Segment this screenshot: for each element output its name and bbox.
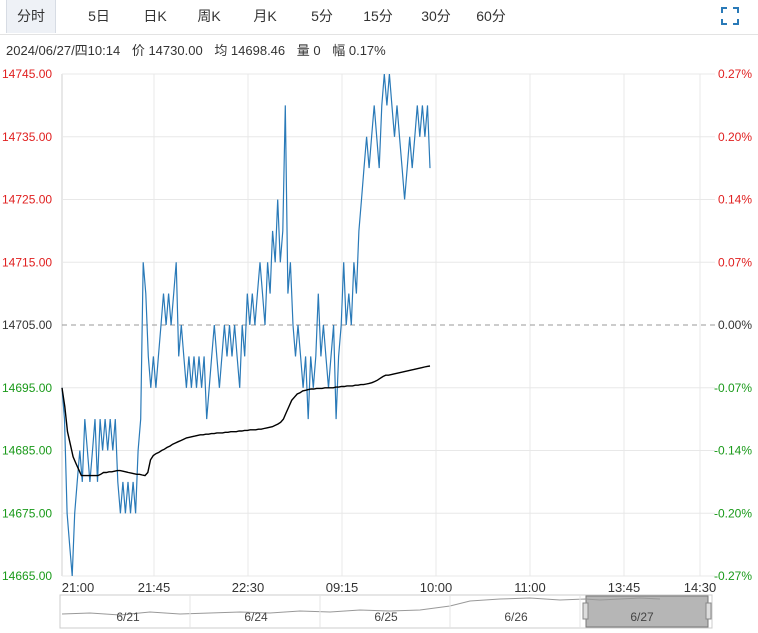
y-tick-left-2: 14725.00 (2, 193, 52, 207)
tab-0[interactable]: 分时 (6, 0, 56, 33)
y-tick-left-4: 14705.00 (2, 318, 52, 332)
y-tick-left-0: 14745.00 (2, 67, 52, 81)
fullscreen-icon[interactable] (720, 6, 740, 26)
y-tick-right-2: 0.14% (718, 193, 752, 207)
info-change: 幅 0.17% (332, 43, 386, 58)
y-tick-left-7: 14675.00 (2, 506, 52, 520)
navigator-label-1: 6/24 (244, 610, 268, 624)
info-volume: 量 0 (296, 43, 321, 58)
navigator-label-2: 6/25 (374, 610, 398, 624)
y-tick-left-5: 14695.00 (2, 381, 52, 395)
price-line (61, 73, 431, 577)
x-tick-4: 10:00 (420, 580, 453, 595)
y-tick-right-6: -0.14% (714, 444, 752, 458)
tab-8[interactable]: 60分 (476, 8, 506, 24)
period-tabs: 分时 5日 日K 周K 月K 5分 15分 30分 60分 (0, 0, 758, 35)
tab-1[interactable]: 5日 (88, 8, 110, 24)
navigator-label-3: 6/26 (504, 610, 528, 624)
tab-7[interactable]: 30分 (421, 8, 451, 24)
navigator-trend (61, 597, 661, 616)
x-tick-2: 22:30 (232, 580, 265, 595)
x-tick-7: 14:30 (684, 580, 717, 595)
info-datetime: 2024/06/27/四10:14 (6, 43, 121, 58)
info-price: 价 14730.00 (131, 43, 203, 58)
x-tick-5: 11:00 (514, 580, 546, 595)
y-tick-right-5: -0.07% (714, 381, 752, 395)
y-tick-right-8: -0.27% (714, 569, 752, 583)
tab-4[interactable]: 月K (253, 8, 277, 24)
y-tick-left-8: 14665.00 (2, 569, 52, 583)
y-tick-right-7: -0.20% (714, 506, 752, 520)
navigator-label-0: 6/21 (116, 610, 140, 624)
tab-5[interactable]: 5分 (311, 8, 333, 24)
info-avg: 均 14698.46 (214, 43, 286, 58)
x-tick-1: 21:45 (138, 580, 171, 595)
y-tick-left-1: 14735.00 (2, 130, 52, 144)
y-tick-right-4: 0.00% (718, 318, 752, 332)
y-tick-right-1: 0.20% (718, 130, 752, 144)
navigator-handle-right (705, 602, 712, 620)
y-tick-left-3: 14715.00 (2, 255, 52, 269)
tab-2[interactable]: 日K (143, 8, 167, 24)
navigator-selection (585, 595, 709, 628)
avg-price-line (61, 365, 431, 477)
y-tick-right-3: 0.07% (718, 255, 752, 269)
y-tick-right-0: 0.27% (718, 67, 752, 81)
y-tick-left-6: 14685.00 (2, 444, 52, 458)
x-tick-6: 13:45 (608, 580, 641, 595)
x-tick-3: 09:15 (326, 580, 359, 595)
tab-6[interactable]: 15分 (363, 8, 393, 24)
tab-3[interactable]: 周K (197, 8, 221, 24)
x-tick-0: 21:00 (62, 580, 95, 595)
navigator-handle-left (582, 602, 589, 620)
quote-info-bar: 2024/06/27/四10:14 价 14730.00 均 14698.46 … (6, 40, 394, 58)
navigator-label-4: 6/27 (630, 610, 654, 624)
